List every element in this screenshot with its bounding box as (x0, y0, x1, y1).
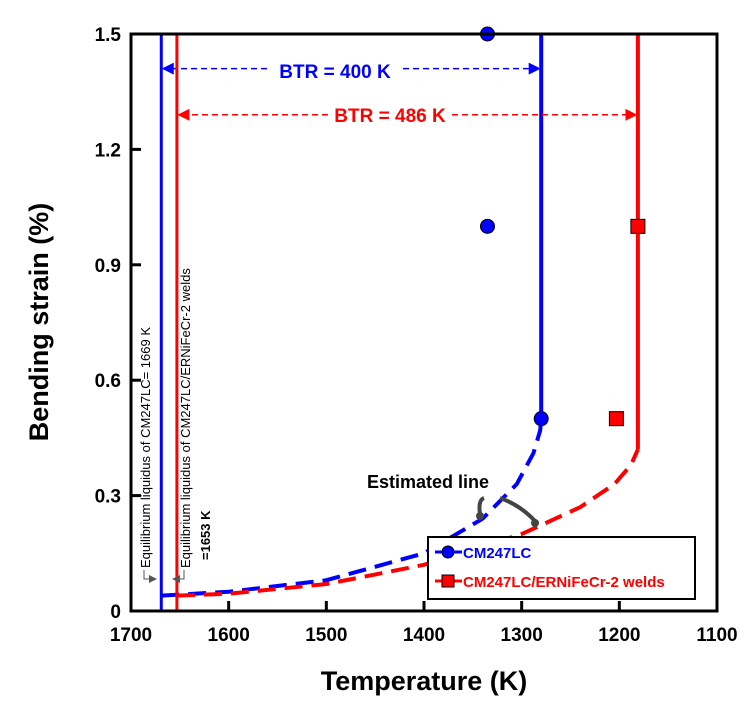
liquidus-red-pointer (172, 570, 185, 583)
x-tick-label: 1300 (501, 625, 543, 646)
liquidus-red-label-2: =1653 K (198, 510, 213, 560)
liquidus-blue-label: Equilibrium liquidus of CM247LC= 1669 K (138, 327, 153, 568)
y-tick-label: 0.9 (95, 256, 121, 277)
btr-blue-label: BTR = 400 K (279, 62, 391, 83)
data-point-welds (608, 411, 624, 427)
legend-label-cm247lc: CM247LC (463, 545, 532, 562)
y-tick-label: 0.6 (95, 371, 121, 392)
legend: CM247LC CM247LC/ERNiFeCr-2 welds (427, 536, 696, 600)
estimated-line-label: Estimated line (367, 472, 489, 492)
x-axis-label: Temperature (K) (321, 666, 528, 696)
btr-red-label: BTR = 486 K (334, 106, 446, 127)
x-tick-label: 1100 (696, 625, 737, 646)
y-tick-label: 1.5 (95, 25, 122, 46)
y-tick-label: 0.3 (95, 487, 121, 508)
legend-circle-icon (441, 545, 455, 559)
plot-frame (129, 32, 719, 613)
x-tick-label: 1200 (598, 625, 640, 646)
y-tick-label: 1.2 (95, 140, 121, 161)
estimated-line-welds (176, 448, 640, 598)
legend-square-icon (441, 574, 455, 588)
x-tick-label: 1400 (403, 625, 445, 646)
estimated-pointer-blue-dot (476, 512, 484, 520)
x-tick-label: 1700 (110, 625, 152, 646)
x-tick-label: 1600 (208, 625, 250, 646)
y-axis-label: Bending strain (%) (24, 203, 54, 442)
y-tick-label: 0 (110, 602, 121, 623)
data-point-welds (630, 218, 646, 234)
estimated-pointer-red-dot (531, 519, 539, 527)
liquidus-blue-pointer (143, 570, 157, 583)
data-point-cm247lc (533, 411, 549, 427)
estimated-pointer-red (499, 496, 537, 523)
data-point-cm247lc (479, 218, 495, 234)
liquidus-red-label-1: Equilibrium liquidus of CM247LC/ERNiFeCr… (178, 268, 193, 568)
legend-label-welds: CM247LC/ERNiFeCr-2 welds (463, 574, 665, 591)
estimated-pointer-blue (477, 496, 485, 515)
x-tick-label: 1500 (305, 625, 347, 646)
